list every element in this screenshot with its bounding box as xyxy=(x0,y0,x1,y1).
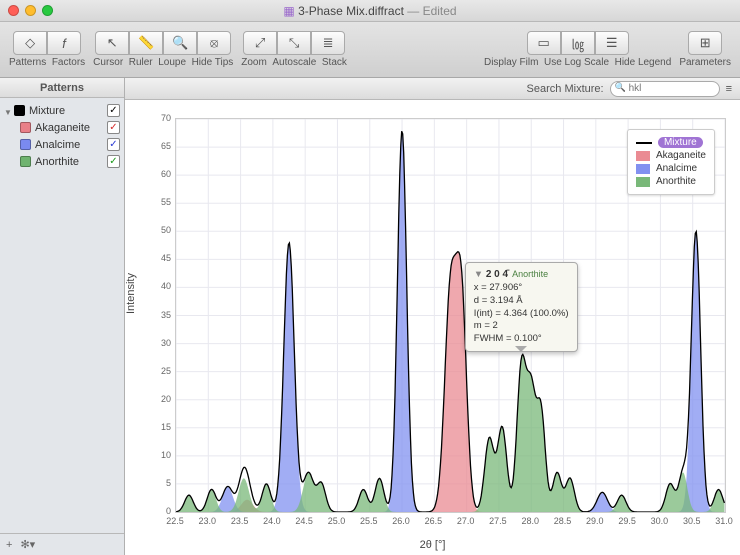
x-tick: 27.5 xyxy=(488,516,508,526)
x-tick: 31.0 xyxy=(714,516,734,526)
pattern-tree: ▼Mixture✓Akaganeite✓Analcime✓Anorthite✓ xyxy=(0,98,124,533)
pattern-name: Mixture xyxy=(29,105,103,117)
swatch-icon xyxy=(20,139,31,150)
x-tick: 28.5 xyxy=(553,516,573,526)
factors-button[interactable]: f xyxy=(47,31,81,55)
autoscale-button[interactable]: ⤡ xyxy=(277,31,311,55)
pattern-row-akaganeite[interactable]: Akaganeite ✓ xyxy=(0,119,124,136)
y-tick: 60 xyxy=(153,169,171,179)
x-tick: 24.0 xyxy=(262,516,282,526)
gear-button[interactable]: ✻▾ xyxy=(20,538,35,551)
legend[interactable]: Mixture Akaganeite Analcime Anorthite xyxy=(627,129,715,195)
sidebar: Patterns ▼Mixture✓Akaganeite✓Analcime✓An… xyxy=(0,78,125,555)
y-tick: 35 xyxy=(153,310,171,320)
swatch-icon xyxy=(20,156,31,167)
swatch-icon xyxy=(20,122,31,133)
y-tick: 20 xyxy=(153,394,171,404)
legend-anorthite[interactable]: Anorthite xyxy=(656,176,696,187)
window-title: ▦ 3-Phase Mix.diffract — Edited xyxy=(0,4,740,18)
sidebar-header: Patterns xyxy=(0,78,124,98)
y-tick: 25 xyxy=(153,366,171,376)
parameters-button[interactable]: ⊞ xyxy=(688,31,722,55)
displayfilm-button[interactable]: ▭ xyxy=(527,31,561,55)
y-tick: 55 xyxy=(153,197,171,207)
y-tick: 70 xyxy=(153,113,171,123)
x-tick: 23.0 xyxy=(197,516,217,526)
x-tick: 26.5 xyxy=(423,516,443,526)
x-tick: 27.0 xyxy=(456,516,476,526)
hidelegend-button[interactable]: ☰ xyxy=(595,31,629,55)
pattern-name: Analcime xyxy=(35,139,103,151)
pattern-row-anorthite[interactable]: Anorthite ✓ xyxy=(0,153,124,170)
y-tick: 0 xyxy=(153,506,171,516)
y-tick: 50 xyxy=(153,225,171,235)
x-tick: 24.5 xyxy=(294,516,314,526)
titlebar: ▦ 3-Phase Mix.diffract — Edited xyxy=(0,0,740,22)
patterns-button[interactable]: ◇ xyxy=(13,31,47,55)
searchbar: Search Mixture: 🔍 ≡ xyxy=(125,78,740,100)
sidebar-footer: + ✻▾ xyxy=(0,533,124,555)
add-button[interactable]: + xyxy=(6,539,12,551)
y-tick: 40 xyxy=(153,281,171,291)
visibility-checkbox[interactable]: ✓ xyxy=(107,138,120,151)
pattern-name: Akaganeite xyxy=(35,122,103,134)
x-tick: 26.0 xyxy=(391,516,411,526)
y-tick: 30 xyxy=(153,338,171,348)
x-tick: 28.0 xyxy=(520,516,540,526)
y-tick: 5 xyxy=(153,478,171,488)
search-menu-icon[interactable]: ≡ xyxy=(726,83,732,95)
toolbar: ◇ f Patterns Factors ↖ 📏 🔍 ⦻ Cursor Rule… xyxy=(0,22,740,78)
visibility-checkbox[interactable]: ✓ xyxy=(107,104,120,117)
x-tick: 23.5 xyxy=(230,516,250,526)
x-tick: 25.0 xyxy=(326,516,346,526)
plot-area[interactable]: Mixture Akaganeite Analcime Anorthite ▼ … xyxy=(175,118,726,513)
visibility-checkbox[interactable]: ✓ xyxy=(107,121,120,134)
y-tick: 15 xyxy=(153,422,171,432)
ruler-button[interactable]: 📏 xyxy=(129,31,163,55)
x-axis-label: 2θ [°] xyxy=(420,539,446,551)
cursor-button[interactable]: ↖ xyxy=(95,31,129,55)
legend-mixture[interactable]: Mixture xyxy=(658,137,703,148)
y-tick: 45 xyxy=(153,253,171,263)
y-axis-label: Intensity xyxy=(125,273,137,314)
chart-area: Intensity 2θ [°] Mixture Akaganeite Anal… xyxy=(125,100,740,555)
legend-akaganeite[interactable]: Akaganeite xyxy=(656,150,706,161)
search-icon: 🔍 xyxy=(615,82,626,93)
uselog-button[interactable]: ㏒ xyxy=(561,31,595,55)
search-label: Search Mixture: xyxy=(527,83,604,95)
title-text: 3-Phase Mix.diffract xyxy=(298,4,404,18)
x-tick: 29.0 xyxy=(585,516,605,526)
y-tick: 65 xyxy=(153,141,171,151)
doc-icon: ▦ xyxy=(283,4,294,18)
edited-label: — Edited xyxy=(407,4,456,18)
stack-button[interactable]: ≣ xyxy=(311,31,345,55)
pattern-row-analcime[interactable]: Analcime ✓ xyxy=(0,136,124,153)
x-tick: 30.0 xyxy=(649,516,669,526)
search-input[interactable] xyxy=(610,81,720,97)
legend-analcime[interactable]: Analcime xyxy=(656,163,697,174)
x-tick: 22.5 xyxy=(165,516,185,526)
peak-tooltip: ▼ 2 0 4̄Anorthite x = 27.906° d = 3.194 … xyxy=(465,262,578,352)
visibility-checkbox[interactable]: ✓ xyxy=(107,155,120,168)
x-tick: 29.5 xyxy=(617,516,637,526)
swatch-icon xyxy=(14,105,25,116)
zoom-button[interactable]: ⤢ xyxy=(243,31,277,55)
pattern-name: Anorthite xyxy=(35,156,103,168)
x-tick: 25.5 xyxy=(359,516,379,526)
y-tick: 10 xyxy=(153,450,171,460)
hidetips-button[interactable]: ⦻ xyxy=(197,31,231,55)
pattern-row-mixture[interactable]: ▼Mixture✓ xyxy=(0,102,124,119)
x-tick: 30.5 xyxy=(682,516,702,526)
loupe-button[interactable]: 🔍 xyxy=(163,31,197,55)
